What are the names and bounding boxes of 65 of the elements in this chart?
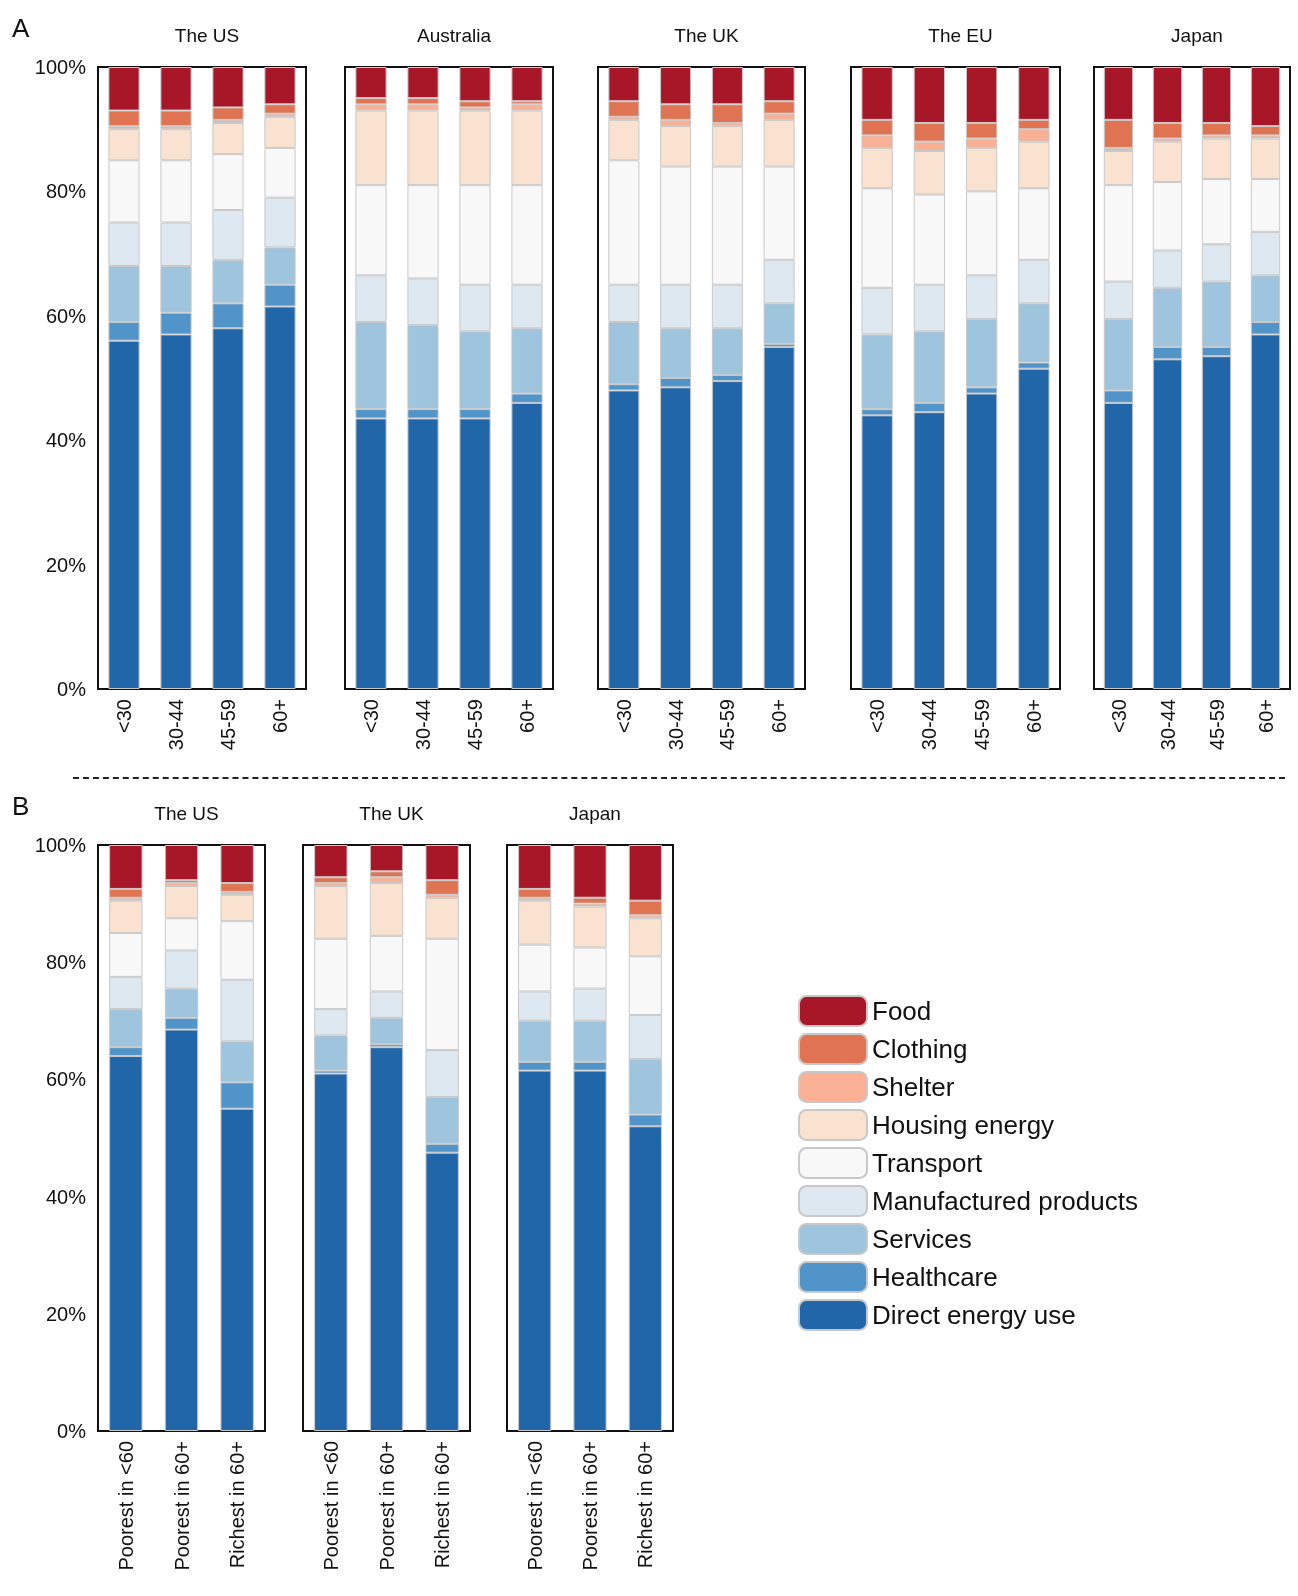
x-tick-label: 60+ (768, 699, 791, 733)
x-tick-label: 30-44 (664, 699, 687, 751)
x-tick-label: Poorest in 60+ (375, 1441, 398, 1571)
chart-title: Japan (1171, 25, 1223, 46)
x-tick-label: 30-44 (1156, 699, 1179, 751)
x-tick-label: <30 (360, 699, 382, 733)
x-tick-label: 45-59 (716, 699, 739, 751)
x-tick-label: 30-44 (412, 699, 434, 751)
x-tick-label: Poorest in <60 (114, 1441, 137, 1571)
x-tick-label: Richest in 60+ (226, 1441, 249, 1569)
legend-label: Direct energy use (872, 1300, 1076, 1330)
y-tick-label: 40% (45, 1185, 87, 1208)
y-tick-label: 0% (57, 1420, 87, 1442)
x-tick-label: Richest in 60+ (634, 1441, 657, 1569)
legend-label: Manufactured products (872, 1186, 1138, 1216)
chart-title: Japan (569, 803, 621, 824)
x-tick-label: 30-44 (918, 699, 941, 751)
x-tick-label: 60+ (516, 699, 538, 733)
y-tick-label: 100% (34, 834, 87, 856)
y-tick-label: 20% (45, 1302, 87, 1325)
chart-title: The UK (674, 25, 740, 46)
legend-label: Healthcare (872, 1262, 998, 1292)
y-tick-label: 80% (45, 951, 87, 974)
y-tick-label: 80% (45, 180, 87, 203)
x-tick-label: 45-59 (464, 699, 486, 751)
x-tick-label: 45-59 (1205, 699, 1228, 751)
y-tick-label: 20% (45, 553, 87, 576)
bar (164, 845, 199, 881)
text: B (12, 791, 30, 821)
y-tick-label: 0% (57, 678, 87, 700)
x-tick-label: <30 (113, 699, 135, 733)
x-tick-label: 60+ (1022, 699, 1045, 733)
text: A (12, 13, 30, 43)
bar (369, 1047, 404, 1431)
x-tick-label: Poorest in 60+ (170, 1441, 193, 1571)
x-tick-label: Poorest in <60 (523, 1441, 546, 1571)
legend-label: Food (872, 996, 932, 1026)
bar (511, 67, 543, 102)
x-tick-label: 60+ (1254, 699, 1277, 733)
x-tick-label: 30-44 (165, 699, 187, 751)
bar (763, 346, 795, 689)
chart-title: The US (174, 25, 240, 46)
legend-label: Transport (872, 1148, 984, 1178)
chart-title: Australia (417, 25, 492, 46)
legend-label: Shelter (872, 1072, 955, 1102)
x-tick-label: 60+ (269, 699, 291, 733)
legend-label: Clothing (872, 1034, 968, 1064)
chart-title: The UK (359, 803, 425, 824)
y-tick-label: 40% (45, 429, 87, 452)
legend-label: Housing energy (872, 1110, 1055, 1140)
y-tick-label: 60% (45, 1068, 87, 1091)
x-tick-label: <30 (612, 699, 635, 733)
y-tick-label: 60% (45, 304, 87, 327)
chart-title: The US (154, 803, 219, 824)
legend-label: Services (872, 1224, 972, 1254)
chart-title: The EU (928, 25, 993, 46)
x-tick-label: 45-59 (970, 699, 993, 751)
x-tick-label: <30 (1107, 699, 1130, 733)
y-tick-label: 100% (34, 56, 87, 78)
x-tick-label: Richest in 60+ (431, 1441, 454, 1569)
x-tick-label: 45-59 (217, 699, 239, 751)
x-tick-label: Poorest in 60+ (579, 1441, 601, 1571)
x-tick-label: <30 (866, 699, 889, 733)
bar (314, 1073, 348, 1431)
x-tick-label: Poorest in <60 (319, 1441, 342, 1571)
